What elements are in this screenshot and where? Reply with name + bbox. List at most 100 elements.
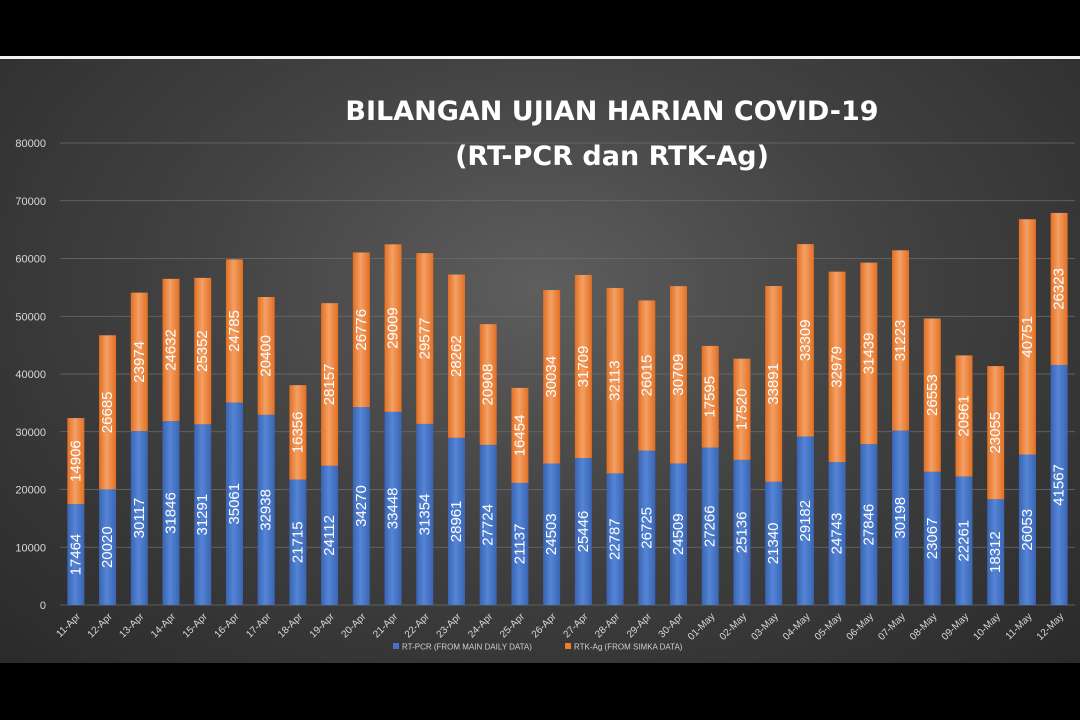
- bar-segment: [796, 244, 814, 437]
- data-label: 27266: [702, 505, 719, 547]
- data-label: 30034: [543, 356, 560, 398]
- bar-segment: [99, 335, 117, 490]
- chart-title: BILANGAN UJIAN HARIAN COVID-19: [345, 96, 878, 127]
- bar-segment: [447, 437, 465, 605]
- bar-segment: [384, 244, 402, 412]
- data-label: 21715: [289, 521, 306, 563]
- bar-segment: [194, 424, 212, 605]
- x-tick-label: 20-Apr: [339, 611, 368, 640]
- bar-segment: [416, 423, 434, 605]
- bar-segment: [479, 324, 497, 445]
- bar-segment: [352, 407, 370, 605]
- data-label: 29577: [416, 318, 433, 360]
- bar-segment: [511, 387, 529, 483]
- x-tick-label: 23-Apr: [435, 611, 464, 640]
- x-tick-label: 03-May: [749, 611, 780, 642]
- x-tick-label: 21-Apr: [371, 611, 400, 640]
- bar-segment: [955, 476, 973, 605]
- data-label: 31291: [194, 494, 211, 536]
- legend-label: RT-PCR (FROM MAIN DAILY DATA): [402, 643, 532, 652]
- x-tick-label: 11-May: [1004, 611, 1035, 642]
- data-label: 30117: [131, 498, 148, 539]
- bar-segment: [670, 463, 688, 605]
- x-tick-label: 25-Apr: [498, 611, 527, 640]
- data-label: 30709: [670, 354, 687, 396]
- bar-segment: [416, 253, 434, 424]
- bar-segment: [447, 274, 465, 438]
- x-tick-label: 08-May: [908, 611, 939, 642]
- bar-segment: [733, 358, 751, 460]
- x-tick-label: 12-Apr: [86, 611, 115, 640]
- bar-segment: [574, 274, 592, 459]
- data-label: 28961: [448, 501, 465, 543]
- data-label: 40751: [1019, 316, 1036, 358]
- bar-segment: [1050, 212, 1068, 365]
- data-label: 35061: [226, 483, 243, 525]
- bar-segment: [828, 462, 846, 605]
- bar-segment: [1050, 364, 1068, 605]
- top-black-bar: [0, 0, 1080, 56]
- y-tick-label: 40000: [15, 369, 46, 381]
- data-label: 20020: [99, 526, 116, 568]
- data-label: 32113: [607, 360, 624, 401]
- data-label: 31354: [416, 494, 433, 536]
- data-label: 32938: [258, 489, 275, 531]
- data-label: 30198: [892, 497, 909, 539]
- x-tick-label: 28-Apr: [593, 611, 622, 640]
- data-label: 26553: [924, 374, 941, 416]
- x-tick-label: 24-Apr: [466, 611, 495, 640]
- bar-segment: [765, 286, 783, 482]
- data-label: 24743: [829, 513, 846, 555]
- bar-segment: [828, 271, 846, 463]
- bar-segment: [67, 418, 85, 505]
- data-label: 24112: [321, 515, 338, 556]
- data-label: 25352: [194, 330, 211, 372]
- data-label: 33448: [385, 488, 402, 530]
- bar-segment: [384, 411, 402, 605]
- top-separator-line: [0, 56, 1080, 59]
- bar-segment: [733, 459, 751, 605]
- data-label: 33891: [765, 363, 782, 405]
- data-label: 17520: [733, 388, 750, 430]
- data-label: 20908: [480, 364, 497, 406]
- data-label: 26053: [1019, 509, 1036, 551]
- gridlines: [60, 142, 1075, 606]
- x-tick-label: 02-May: [718, 611, 749, 642]
- bar-segment: [1018, 454, 1036, 605]
- y-tick-label: 0: [40, 600, 46, 612]
- legend-swatch: [393, 643, 399, 649]
- stacked-bar-chart: 0 10000 20000 30000 40000 50000 60000 70000 8000…: [15, 96, 1075, 652]
- data-label: 26685: [99, 391, 116, 433]
- data-label: 26323: [1051, 268, 1068, 310]
- data-label: 24503: [543, 513, 560, 555]
- data-label: 20400: [258, 335, 275, 377]
- data-label: 33309: [797, 319, 814, 361]
- x-tick-label: 29-Apr: [625, 611, 654, 640]
- x-tick-label: 30-Apr: [657, 611, 686, 640]
- data-label: 23974: [131, 341, 148, 383]
- data-label: 28157: [321, 364, 338, 406]
- x-tick-label: 26-Apr: [530, 611, 559, 640]
- y-tick-label: 20000: [15, 485, 46, 497]
- bar-segment: [923, 471, 941, 605]
- data-label: 25446: [575, 511, 592, 553]
- bar-segment: [796, 436, 814, 605]
- data-label: 24509: [670, 513, 687, 555]
- data-label: 17464: [67, 534, 84, 576]
- x-tick-label: 16-Apr: [213, 611, 242, 640]
- bar-segment: [955, 355, 973, 477]
- x-tick-label: 07-May: [876, 611, 907, 642]
- data-label: 25136: [733, 512, 750, 554]
- legend: RT-PCR (FROM MAIN DAILY DATA) RTK-Ag (FRO…: [393, 643, 683, 652]
- bar-segment: [638, 300, 656, 451]
- x-tick-label: 14-Apr: [149, 611, 178, 640]
- data-label: 29009: [385, 307, 402, 349]
- x-tick-label: 12-May: [1035, 611, 1066, 642]
- data-labels: 17464 14906 20020 26685 30117 23974 31846 24632…: [67, 268, 1067, 575]
- data-label: 20961: [955, 395, 972, 437]
- data-label: 31223: [892, 320, 909, 362]
- bar-segment: [574, 458, 592, 605]
- bar-segment: [892, 430, 910, 605]
- bar-segment: [130, 431, 148, 605]
- bar-segment: [479, 444, 497, 605]
